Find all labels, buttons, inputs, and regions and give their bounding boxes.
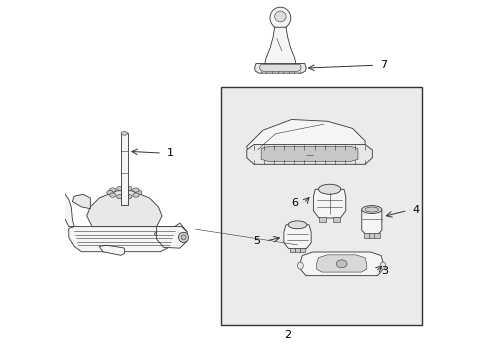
Ellipse shape — [336, 260, 346, 268]
Ellipse shape — [361, 206, 381, 213]
Text: 2: 2 — [284, 330, 290, 340]
Bar — [221, 87, 421, 325]
Text: 5: 5 — [253, 236, 260, 246]
Ellipse shape — [132, 188, 139, 192]
Bar — [368, 233, 374, 238]
Bar — [289, 248, 295, 252]
Text: 3: 3 — [380, 266, 387, 276]
Ellipse shape — [379, 262, 385, 269]
Polygon shape — [49, 193, 74, 226]
Bar — [294, 248, 300, 252]
Bar — [373, 233, 379, 238]
Polygon shape — [246, 145, 371, 164]
Ellipse shape — [125, 194, 132, 199]
Text: 4: 4 — [411, 206, 419, 216]
Polygon shape — [72, 194, 90, 209]
Polygon shape — [361, 210, 381, 234]
Ellipse shape — [269, 7, 290, 29]
Polygon shape — [69, 223, 187, 252]
Text: 6: 6 — [291, 198, 298, 208]
Bar — [363, 233, 369, 238]
Ellipse shape — [165, 234, 169, 237]
Ellipse shape — [135, 190, 142, 195]
Ellipse shape — [106, 190, 113, 195]
Bar — [299, 248, 305, 252]
Polygon shape — [254, 63, 305, 73]
Polygon shape — [261, 147, 357, 161]
Ellipse shape — [109, 193, 116, 197]
Ellipse shape — [181, 235, 185, 240]
Polygon shape — [284, 225, 310, 248]
Bar — [318, 217, 325, 222]
Ellipse shape — [121, 132, 127, 135]
Ellipse shape — [287, 221, 306, 229]
Text: 1: 1 — [166, 148, 173, 158]
Ellipse shape — [51, 197, 57, 203]
Polygon shape — [300, 252, 382, 276]
Ellipse shape — [125, 186, 132, 190]
Polygon shape — [156, 226, 187, 248]
Ellipse shape — [318, 184, 340, 194]
Ellipse shape — [49, 194, 60, 205]
Polygon shape — [99, 245, 124, 255]
Ellipse shape — [178, 232, 188, 242]
Ellipse shape — [132, 193, 139, 197]
Polygon shape — [313, 189, 345, 218]
Ellipse shape — [297, 262, 303, 269]
Text: 7: 7 — [379, 60, 386, 70]
Polygon shape — [264, 27, 296, 65]
Ellipse shape — [154, 232, 159, 235]
Bar — [121, 134, 127, 205]
Bar — [332, 217, 340, 222]
Polygon shape — [86, 191, 162, 226]
Ellipse shape — [117, 186, 123, 190]
Polygon shape — [316, 255, 366, 272]
Polygon shape — [259, 64, 301, 71]
Polygon shape — [246, 120, 365, 155]
Ellipse shape — [109, 188, 116, 192]
Ellipse shape — [117, 194, 123, 199]
Ellipse shape — [176, 235, 180, 239]
Ellipse shape — [274, 11, 285, 22]
Ellipse shape — [364, 207, 378, 212]
